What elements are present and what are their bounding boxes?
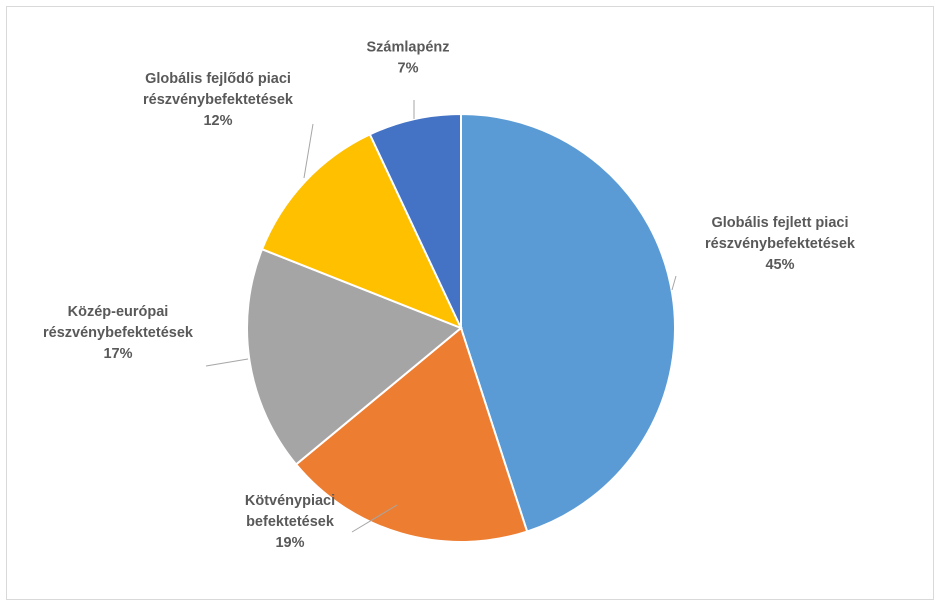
data-label-name-line: Számlapénz bbox=[367, 40, 450, 56]
pie-slice-5 bbox=[368, 112, 462, 329]
data-label-name-line: Kötvénypiaci bbox=[245, 493, 335, 509]
pie-slice-1 bbox=[460, 112, 676, 533]
data-label-percent: 19% bbox=[275, 535, 304, 551]
data-label-percent: 12% bbox=[203, 113, 232, 129]
data-label-name-line: Globális fejlődő piaci bbox=[145, 71, 291, 87]
pie-slice-3 bbox=[246, 247, 463, 466]
data-label-3: Közép-európai részvénybefektetések 17% bbox=[43, 304, 194, 362]
data-label-name-line: Közép-európai bbox=[68, 304, 169, 320]
data-label-1: Globális fejlett piaci részvénybefektetés… bbox=[705, 215, 856, 273]
pie-slice-4 bbox=[260, 133, 463, 330]
data-label-name-line: részvénybefektetések bbox=[43, 325, 194, 341]
data-label-percent: 45% bbox=[765, 257, 794, 273]
leader-line-3 bbox=[205, 358, 249, 367]
data-label-name-line: részvénybefektetések bbox=[705, 236, 856, 252]
data-label-4: Globális fejlődő piaci részvénybefektetés… bbox=[143, 71, 294, 129]
pie-slice-2 bbox=[294, 326, 529, 543]
leader-line-2 bbox=[351, 504, 398, 533]
leader-line-1 bbox=[671, 275, 677, 291]
data-label-2: Kötvénypiaci befektetések 19% bbox=[245, 493, 335, 551]
data-label-name-line: Globális fejlett piaci bbox=[712, 215, 849, 231]
data-label-name-line: befektetések bbox=[246, 514, 335, 530]
data-label-percent: 17% bbox=[103, 346, 132, 362]
leader-line-4 bbox=[303, 123, 314, 179]
data-label-5: Számlapénz 7% bbox=[367, 40, 450, 77]
data-label-name-line: részvénybefektetések bbox=[143, 92, 294, 108]
data-label-percent: 7% bbox=[398, 61, 419, 77]
